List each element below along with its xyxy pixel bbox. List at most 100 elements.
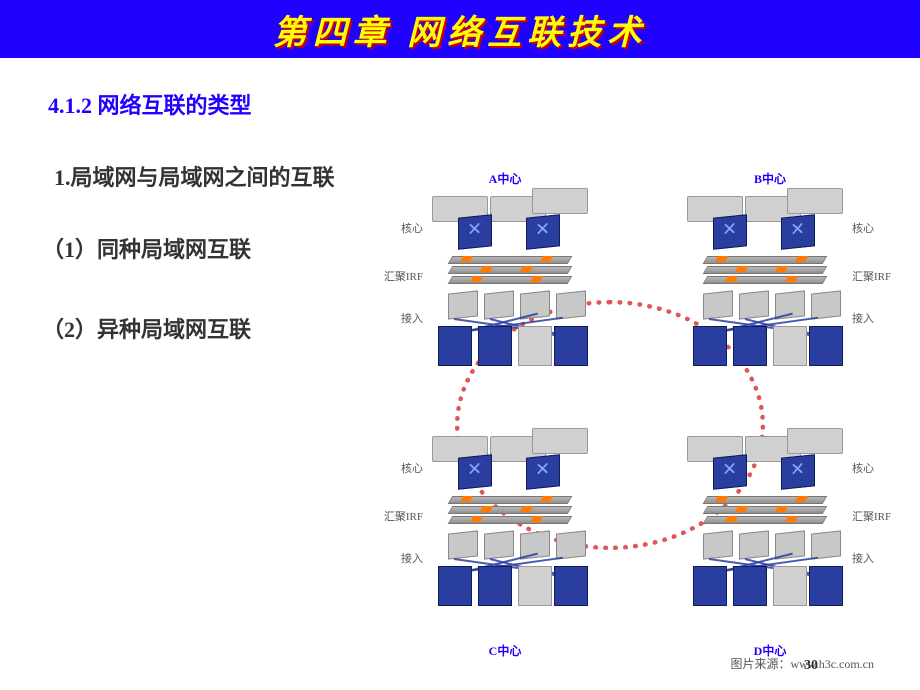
access-switch-icon bbox=[556, 290, 586, 319]
port-icon bbox=[540, 496, 553, 502]
irf-switch-icon bbox=[448, 516, 573, 524]
port-icon bbox=[715, 256, 728, 262]
center-d-stack: 核心 汇聚IRF 接入 bbox=[685, 430, 845, 610]
access-switch-icon bbox=[556, 530, 586, 559]
irf-switch-icon bbox=[703, 496, 828, 504]
port-icon bbox=[540, 256, 553, 262]
core-switch-icon bbox=[458, 214, 492, 250]
layer-irf-label: 汇聚IRF bbox=[375, 268, 423, 284]
cabinet-icon bbox=[478, 326, 512, 366]
center-c-label: C中心 bbox=[475, 642, 535, 659]
center-b-label: B中心 bbox=[740, 170, 800, 187]
attribution-url: www.h3c.com.cn bbox=[790, 657, 874, 671]
access-switch-icon bbox=[448, 530, 478, 559]
cabinet-icon bbox=[518, 566, 552, 606]
layer-access-label: 接入 bbox=[375, 550, 423, 566]
layer-access-label: 接入 bbox=[852, 550, 900, 566]
layer-access-label: 接入 bbox=[375, 310, 423, 326]
chapter-title: 第四章 网络互联技术 bbox=[273, 5, 648, 54]
center-a-stack: 核心 汇聚IRF 接入 bbox=[430, 190, 590, 370]
network-diagram: A中心 B中心 C中心 D中心 核心 汇聚IRF 接入 bbox=[345, 190, 890, 680]
cabinet-icon bbox=[773, 326, 807, 366]
access-switch-icon bbox=[739, 290, 769, 319]
layer-core-label: 核心 bbox=[375, 460, 423, 476]
cabinet-icon bbox=[554, 566, 588, 606]
port-icon bbox=[785, 276, 798, 282]
section-title: 网络互联的类型 bbox=[98, 93, 252, 118]
layer-irf-label: 汇聚IRF bbox=[852, 268, 900, 284]
cabinet-icon bbox=[438, 566, 472, 606]
cabinet-icon bbox=[733, 326, 767, 366]
core-switch-icon bbox=[526, 454, 560, 490]
port-icon bbox=[520, 506, 533, 512]
center-b-stack: 核心 汇聚IRF 接入 bbox=[685, 190, 845, 370]
access-switch-icon bbox=[811, 290, 841, 319]
port-icon bbox=[480, 266, 493, 272]
irf-switch-icon bbox=[703, 506, 828, 514]
port-icon bbox=[460, 496, 473, 502]
core-switch-icon bbox=[713, 454, 747, 490]
cabinet-icon bbox=[438, 326, 472, 366]
cabinet-icon bbox=[693, 566, 727, 606]
port-icon bbox=[480, 506, 493, 512]
cabinet-icon bbox=[518, 326, 552, 366]
port-icon bbox=[460, 256, 473, 262]
core-switch-icon bbox=[526, 214, 560, 250]
cabinet-icon bbox=[733, 566, 767, 606]
access-switch-icon bbox=[811, 530, 841, 559]
port-icon bbox=[530, 276, 543, 282]
cabinet-icon bbox=[554, 326, 588, 366]
port-icon bbox=[795, 496, 808, 502]
stack-body bbox=[685, 190, 845, 370]
page-number: 30 bbox=[804, 658, 818, 674]
server-icon bbox=[532, 188, 588, 214]
irf-switch-icon bbox=[448, 276, 573, 284]
cabinet-icon bbox=[809, 566, 843, 606]
cabinet-icon bbox=[478, 566, 512, 606]
core-switch-icon bbox=[781, 454, 815, 490]
layer-core-label: 核心 bbox=[852, 460, 900, 476]
cabinet-icon bbox=[693, 326, 727, 366]
port-icon bbox=[735, 266, 748, 272]
irf-switch-icon bbox=[703, 276, 828, 284]
layer-irf-label: 汇聚IRF bbox=[852, 508, 900, 524]
image-attribution: 图片来源：www.h3c.com.cn bbox=[730, 655, 874, 672]
header-bar: 第四章 网络互联技术 bbox=[0, 0, 920, 58]
port-icon bbox=[775, 506, 788, 512]
core-switch-icon bbox=[458, 454, 492, 490]
port-icon bbox=[715, 496, 728, 502]
section-heading: 4.1.2 网络互联的类型 bbox=[48, 88, 872, 120]
attribution-prefix: 图片来源： bbox=[730, 657, 790, 671]
irf-switch-icon bbox=[448, 506, 573, 514]
layer-core-label: 核心 bbox=[375, 220, 423, 236]
access-switch-icon bbox=[703, 530, 733, 559]
center-c-stack: 核心 汇聚IRF 接入 bbox=[430, 430, 590, 610]
server-icon bbox=[787, 428, 843, 454]
server-icon bbox=[532, 428, 588, 454]
port-icon bbox=[735, 506, 748, 512]
core-switch-icon bbox=[713, 214, 747, 250]
cabinet-icon bbox=[809, 326, 843, 366]
stack-body bbox=[430, 190, 590, 370]
stack-body bbox=[430, 430, 590, 610]
stack-body bbox=[685, 430, 845, 610]
layer-access-label: 接入 bbox=[852, 310, 900, 326]
port-icon bbox=[520, 266, 533, 272]
irf-switch-icon bbox=[703, 266, 828, 274]
access-switch-icon bbox=[448, 290, 478, 319]
access-switch-icon bbox=[484, 530, 514, 559]
port-icon bbox=[775, 266, 788, 272]
cabinet-icon bbox=[773, 566, 807, 606]
access-switch-icon bbox=[739, 530, 769, 559]
irf-switch-icon bbox=[448, 256, 573, 264]
access-switch-icon bbox=[484, 290, 514, 319]
port-icon bbox=[530, 516, 543, 522]
core-switch-icon bbox=[781, 214, 815, 250]
port-icon bbox=[795, 256, 808, 262]
irf-switch-icon bbox=[448, 496, 573, 504]
irf-switch-icon bbox=[448, 266, 573, 274]
irf-switch-icon bbox=[703, 516, 828, 524]
irf-switch-icon bbox=[703, 256, 828, 264]
server-icon bbox=[787, 188, 843, 214]
port-icon bbox=[470, 276, 483, 282]
